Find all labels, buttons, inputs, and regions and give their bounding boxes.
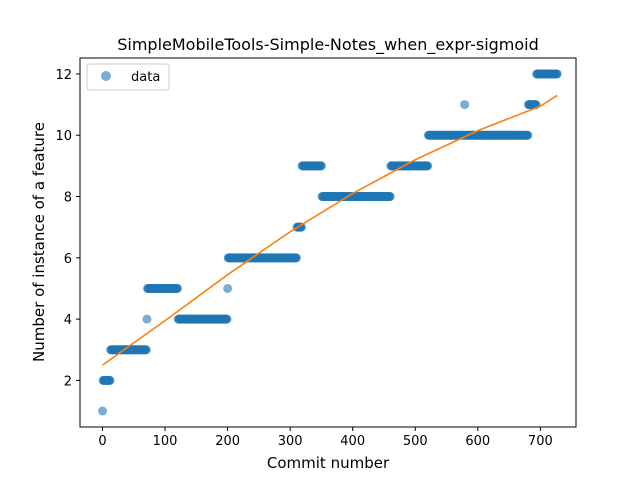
data-points [98,69,562,416]
y-tick-label: 2 [64,374,72,389]
legend: data [86,63,170,91]
data-point [296,222,306,232]
data-point [552,69,562,79]
data-point [222,314,232,324]
x-axis-title: Commit number [267,454,390,472]
y-axis-title: Number of instance of a feature [30,122,48,362]
data-point [523,130,533,140]
data-point [385,192,395,202]
x-tick-label: 300 [278,434,303,449]
x-tick-label: 100 [153,434,178,449]
data-point [460,100,470,110]
x-tick-label: 700 [528,434,553,449]
x-tick-label: 400 [340,434,365,449]
x-axis: 0 100 200 300 400 500 600 700 [98,427,553,449]
legend-box [86,63,170,91]
legend-label: data [131,70,160,85]
data-point [291,253,301,263]
data-point [423,161,433,171]
fit-line-layer [102,94,558,366]
data-point [98,406,108,416]
x-tick-label: 0 [98,434,106,449]
plot-frame [79,57,577,428]
fit-line [102,94,558,366]
data-point [173,283,183,293]
chart-title: SimpleMobileTools-Simple-Notes_when_expr… [117,35,539,55]
y-axis: 2 4 6 8 10 12 [55,68,80,389]
legend-marker [101,71,111,81]
x-tick-label: 200 [215,434,240,449]
y-tick-label: 12 [55,68,72,83]
y-tick-label: 6 [64,252,72,267]
data-point [223,283,233,293]
y-tick-label: 10 [55,129,72,144]
data-point [141,345,151,355]
x-tick-label: 600 [465,434,490,449]
data-point [142,314,152,324]
x-tick-label: 500 [403,434,428,449]
data-point [316,161,326,171]
y-tick-label: 8 [64,191,72,206]
data-point [105,375,115,385]
y-tick-label: 4 [64,313,72,328]
